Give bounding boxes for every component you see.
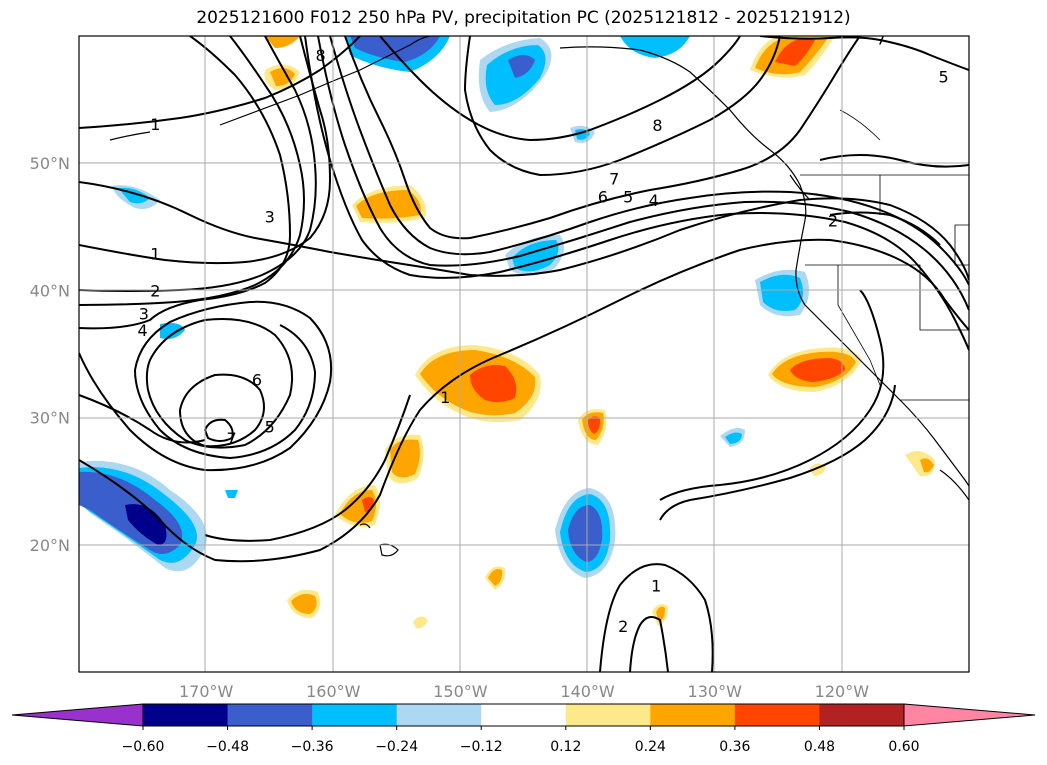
lon-label: 150°W	[433, 682, 488, 701]
contour-label: 5	[265, 418, 275, 437]
contour-label: 5	[938, 68, 948, 87]
coastlines	[109, 36, 969, 557]
contour-label: 1	[150, 115, 160, 134]
colorbar: −0.60 −0.48 −0.36 −0.24 −0.12 0.12 0.24 0.36 0.4…	[11, 703, 1036, 755]
colorbar-extend-max	[903, 703, 1036, 727]
lon-label: 170°W	[179, 682, 234, 701]
colorbar-cells	[11, 703, 1036, 727]
lon-label: 140°W	[560, 682, 615, 701]
colorbar-cell	[819, 704, 905, 726]
lat-label: 30°N	[30, 409, 70, 428]
colorbar-tick-label: 0.24	[635, 739, 666, 755]
contour-label: 2	[828, 211, 838, 230]
colorbar-tick-label: −0.48	[206, 739, 249, 755]
map-frame	[78, 35, 970, 673]
colorbar-cell	[143, 704, 229, 726]
colorbar-tick-label: 0.48	[804, 739, 835, 755]
colorbar-tick-label: 0.36	[719, 739, 750, 755]
contour-label: 1	[440, 388, 450, 407]
latitude-labels: 50°N 40°N 30°N 20°N	[30, 154, 70, 555]
contour-label: 6	[598, 187, 608, 206]
colorbar-frame	[142, 703, 905, 727]
longitude-labels: 170°W 160°W 150°W 140°W 130°W 120°W	[179, 682, 869, 701]
colorbar-cell	[227, 704, 313, 726]
contour-label: 5	[623, 187, 633, 206]
colorbar-tick-labels: −0.60 −0.48 −0.36 −0.24 −0.12 0.12 0.24 0.36 0.4…	[122, 726, 920, 755]
colorbar-cell	[312, 704, 398, 726]
lon-label: 160°W	[306, 682, 361, 701]
contour-label: 4	[649, 191, 659, 210]
colorbar-cell	[734, 704, 820, 726]
contour-label: 2	[150, 281, 160, 300]
colorbar-tick-label: 0.60	[888, 739, 919, 755]
colorbar-extend-min	[11, 703, 144, 727]
contour-label: 8	[315, 46, 325, 65]
colorbar-tick-label: −0.24	[375, 739, 418, 755]
colorbar-tick-label: −0.12	[460, 739, 503, 755]
contour-label: 3	[265, 208, 275, 227]
colorbar-cell	[396, 704, 482, 726]
contour-label: 8	[652, 116, 662, 135]
lat-label: 50°N	[30, 154, 70, 173]
colorbar-cell	[565, 704, 651, 726]
lat-label: 20°N	[30, 536, 70, 555]
colorbar-cell	[481, 704, 567, 726]
colorbar-tick-label: −0.36	[291, 739, 334, 755]
contour-label: 4	[137, 321, 147, 340]
precipitation-shading	[79, 36, 935, 629]
contour-label: 7	[876, 30, 886, 49]
contour-label: 7	[609, 169, 619, 188]
colorbar-tick-label: 0.12	[550, 739, 581, 755]
lon-label: 120°W	[815, 682, 870, 701]
contour-label: 2	[618, 617, 628, 636]
contour-label: 1	[150, 245, 160, 264]
pv-contours	[79, 36, 969, 672]
lon-label: 130°W	[688, 682, 743, 701]
lat-label: 40°N	[30, 281, 70, 300]
gridlines	[79, 36, 969, 672]
borders	[800, 109, 969, 401]
map-title: 2025121600 F012 250 hPa PV, precipitatio…	[196, 8, 851, 28]
contour-label: 7	[226, 429, 236, 448]
colorbar-cell	[650, 704, 736, 726]
contour-label: 1	[651, 577, 661, 596]
contour-label: 3	[139, 304, 149, 323]
contour-label: 6	[252, 370, 262, 389]
colorbar-tick-label: −0.60	[122, 739, 165, 755]
